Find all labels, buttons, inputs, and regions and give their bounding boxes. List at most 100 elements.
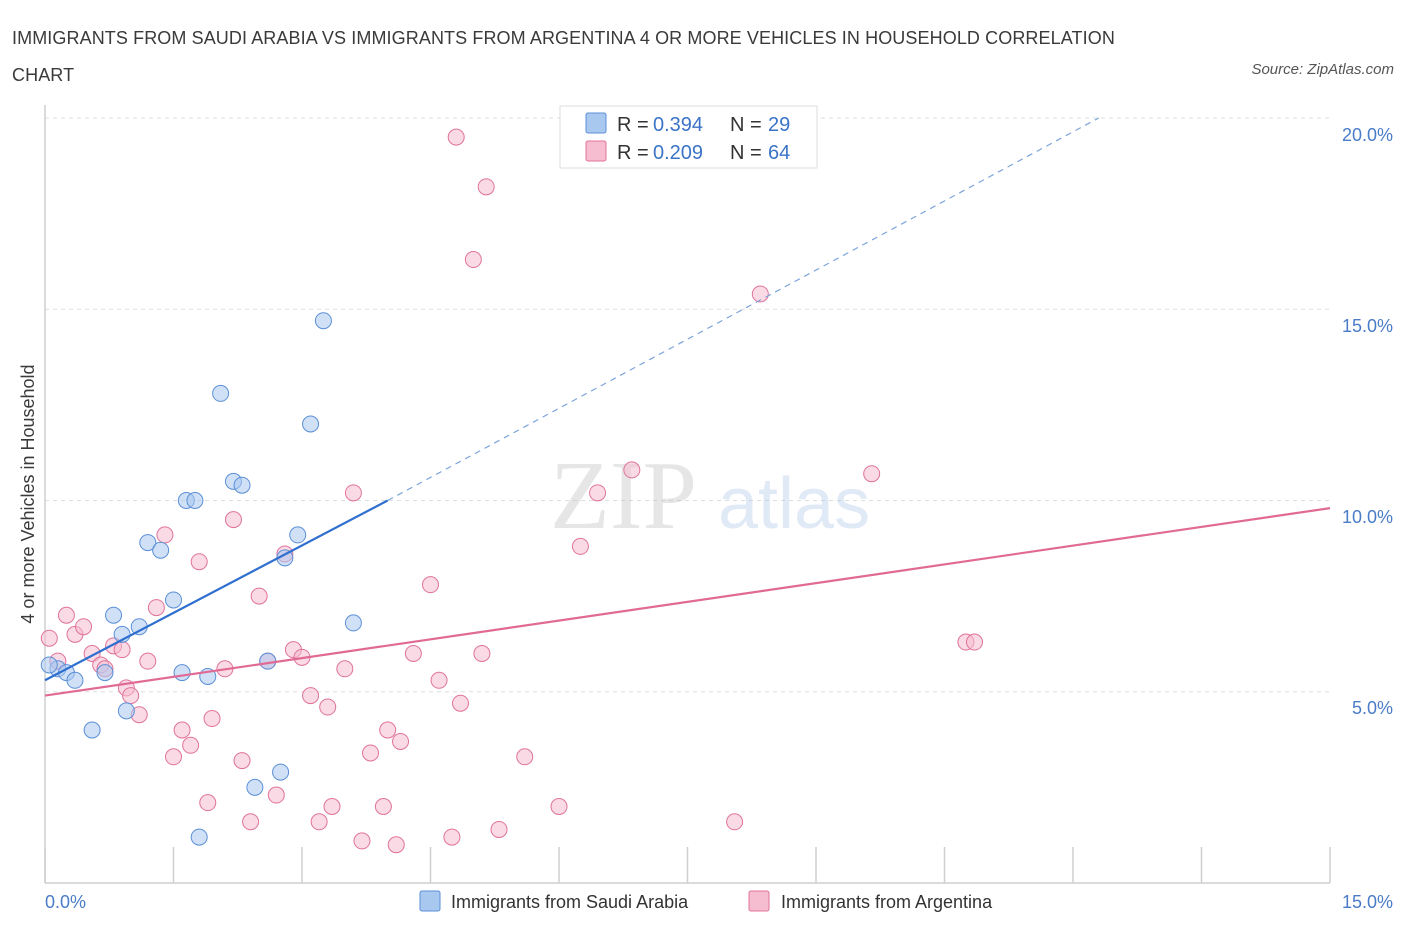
point-saudi-11 [165,591,182,609]
point-argentina-47 [443,828,461,846]
point-argentina-58 [623,461,641,479]
point-saudi-4 [96,664,114,682]
x-tick-label-max: 15.0% [1342,892,1393,912]
point-saudi-5 [105,606,123,624]
legend-r-value-saudi: 0.394 [653,114,703,136]
point-argentina-19 [190,553,208,571]
watermark-zip: ZIP [550,442,697,550]
point-argentina-61 [863,465,881,483]
point-saudi-27 [344,614,362,632]
point-argentina-36 [336,660,354,678]
point-argentina-21 [203,710,221,728]
legend-swatch-argentina [585,140,607,162]
point-argentina-55 [550,798,568,815]
point-saudi-25 [302,415,320,433]
point-argentina-60 [751,285,769,303]
point-argentina-16 [165,748,182,766]
series-legend: Immigrants from Saudi Arabia Immigrants … [419,890,993,912]
point-argentina-35 [323,798,341,815]
legend-n-label-saudi: N = [730,114,762,136]
point-saudi-26 [314,312,332,330]
point-argentina-13 [139,652,157,670]
point-saudi-24 [289,526,307,544]
legend-r-value-argentina: 0.209 [653,142,703,164]
point-argentina-26 [250,587,268,605]
legend-n-value-saudi: 29 [768,114,790,136]
y-tick-label-10: 10.0% [1342,507,1393,527]
point-argentina-53 [490,820,508,838]
point-argentina-20 [199,794,217,812]
point-argentina-44 [404,645,422,662]
point-saudi-12 [173,664,191,682]
point-argentina-54 [516,748,534,766]
x-axis-ticks [44,847,1331,883]
point-argentina-23 [224,511,242,529]
bottom-legend-label-argentina: Immigrants from Argentina [781,892,993,912]
point-argentina-42 [387,836,405,854]
point-saudi-28 [40,656,58,674]
series-saudi-arabia [40,312,362,846]
point-saudi-7 [117,702,135,720]
point-argentina-59 [726,813,744,831]
y-tick-label-15: 15.0% [1342,316,1393,336]
point-saudi-20 [246,778,264,796]
point-argentina-51 [473,645,491,662]
point-saudi-17 [212,384,230,402]
point-saudi-9 [139,534,157,552]
watermark-atlas: atlas [718,464,870,544]
source-label: Source: ZipAtlas.com [1251,61,1394,78]
watermark: ZIP atlas [550,442,870,550]
point-argentina-33 [310,813,328,831]
point-argentina-14 [147,599,165,617]
point-saudi-22 [272,763,290,781]
point-saudi-10 [152,541,170,559]
series-argentina [40,128,983,854]
legend-r-label-saudi: R = [617,114,649,136]
bottom-legend-swatch-argentina [748,890,770,912]
point-saudi-14 [186,492,204,509]
point-argentina-46 [430,671,448,689]
point-argentina-52 [477,178,495,196]
point-argentina-0 [40,629,58,647]
point-saudi-21 [259,652,277,670]
legend-swatch-saudi [585,112,607,134]
trend-lines [44,117,1331,697]
point-argentina-39 [362,744,380,762]
point-argentina-11 [122,687,140,705]
stats-legend: R = 0.394 N = 29 R = 0.209 N = 64 [559,105,818,169]
point-saudi-19 [233,476,251,494]
point-argentina-9 [113,641,131,659]
point-argentina-34 [319,698,337,716]
y-tick-label-20: 20.0% [1342,125,1393,145]
point-argentina-43 [392,732,410,750]
bottom-legend-label-saudi: Immigrants from Saudi Arabia [451,892,689,912]
point-argentina-38 [353,832,371,850]
y-axis-label: 4 or more Vehicles in Household [18,364,38,623]
point-argentina-37 [344,484,362,502]
point-argentina-41 [379,721,397,739]
point-argentina-2 [57,606,75,624]
x-tick-label-min: 0.0% [45,892,86,912]
point-argentina-18 [182,736,200,754]
point-argentina-56 [571,537,589,555]
point-argentina-40 [374,798,392,815]
gridlines [45,117,1330,693]
point-argentina-48 [451,694,469,712]
point-argentina-63 [965,633,983,651]
legend-r-label-argentina: R = [617,142,649,164]
point-saudi-3 [83,721,101,739]
point-argentina-28 [267,786,285,804]
y-tick-label-5: 5.0% [1352,698,1393,718]
point-argentina-45 [422,576,439,594]
point-saudi-15 [190,828,208,846]
point-argentina-50 [464,251,482,269]
point-argentina-17 [173,721,191,739]
point-argentina-25 [242,813,260,831]
point-argentina-49 [447,128,465,146]
bottom-legend-swatch-saudi [419,890,441,912]
legend-n-label-argentina: N = [730,142,762,164]
point-argentina-32 [302,687,320,705]
point-argentina-24 [233,752,251,770]
point-saudi-2 [66,671,84,689]
